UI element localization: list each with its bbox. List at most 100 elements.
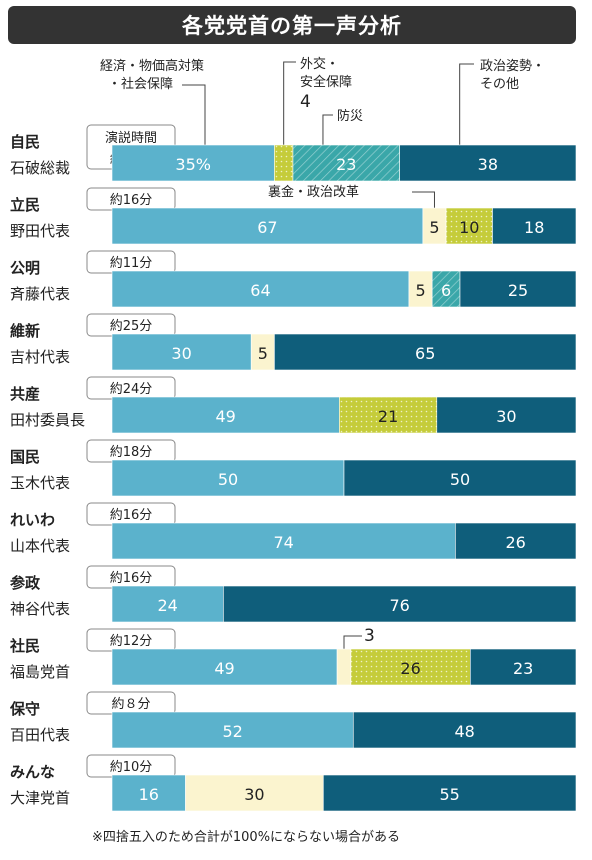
party-name-5: 国民	[10, 448, 40, 466]
bar-label-4-politics_other: 30	[496, 407, 516, 426]
legend-scandal: 裏金・政治改革	[268, 184, 359, 200]
bar-label-0-economy: 35%	[175, 155, 211, 174]
bar-segment-1-politics_other	[492, 207, 577, 245]
bar-segment-5-economy	[111, 459, 345, 497]
bar-segment-8-politics_other	[470, 648, 577, 686]
legend-politics-leader	[459, 63, 474, 145]
rows-layer: 自民石破総裁演説時間約18分35%2338立民野田代表約16分6751018公明…	[9, 124, 577, 812]
party-name-4: 共産	[10, 385, 40, 403]
bar-segment-4-economy	[111, 396, 340, 434]
legend-foreign-leader	[283, 61, 296, 145]
legend-scandal-leader	[412, 191, 435, 208]
bar-segment-4-politics_other	[436, 396, 577, 434]
bar-label-4-economy: 49	[216, 407, 236, 426]
bar-segment-0-foreign_security	[274, 144, 294, 182]
bar-segment-6-politics_other	[455, 522, 577, 560]
bar-label-8-foreign_security: 26	[400, 659, 420, 678]
speech-time-header: 演説時間	[105, 130, 157, 146]
bar-label-1-scandal_reform: 5	[429, 218, 439, 237]
bar-label-3-scandal_reform: 5	[258, 344, 268, 363]
bar-segment-5-politics_other	[343, 459, 577, 497]
bar-label-6-politics_other: 26	[506, 533, 526, 552]
bar-segment-2-politics_other	[459, 270, 577, 308]
legend-disaster: 防災	[337, 108, 363, 124]
bar-label-1-foreign_security: 10	[459, 218, 479, 237]
bar-label-2-scandal_reform: 5	[415, 281, 425, 300]
party-name-2: 公明	[10, 259, 40, 277]
bar-label-5-politics_other: 50	[450, 470, 470, 489]
speech-time-6: 約16分	[110, 508, 153, 523]
speech-time-9: 約８分	[111, 697, 150, 712]
bar-segment-10-scandal_reform	[185, 774, 324, 812]
speech-time-5: 約18分	[110, 445, 153, 460]
leader-name-0: 石破総裁	[10, 159, 70, 177]
party-name-3: 維新	[10, 322, 40, 340]
bar-label-9-economy: 52	[222, 722, 242, 741]
bar-segment-2-economy	[111, 270, 410, 308]
bar-segment-9-politics_other	[352, 711, 577, 749]
speech-time-7: 約16分	[110, 571, 153, 586]
bar-segment-4-foreign_security	[339, 396, 438, 434]
bar-label-7-politics_other: 76	[390, 596, 410, 615]
callout-shamin-leader	[343, 635, 362, 649]
bar-segment-10-politics_other	[323, 774, 577, 812]
bar-label-8-politics_other: 23	[513, 659, 533, 678]
bar-label-8-economy: 49	[214, 659, 234, 678]
bar-label-1-politics_other: 18	[524, 218, 544, 237]
bar-label-2-politics_other: 25	[508, 281, 528, 300]
bar-label-2-economy: 64	[250, 281, 270, 300]
legend-disaster-leader	[322, 114, 333, 145]
bar-segment-2-disaster	[431, 270, 461, 308]
bar-segment-10-economy	[111, 774, 186, 812]
bar-segment-3-economy	[111, 333, 252, 371]
bar-segment-9-economy	[111, 711, 354, 749]
bar-segment-3-politics_other	[274, 333, 577, 371]
bar-segment-0-disaster	[292, 144, 400, 182]
bar-label-10-economy: 16	[139, 785, 159, 804]
party-name-7: 参政	[10, 574, 41, 592]
leader-name-6: 山本代表	[10, 537, 70, 555]
legend-economy-line1: 経済・物価高対策	[100, 58, 204, 74]
speech-time-10: 約10分	[110, 760, 153, 775]
speech-time-8: 約12分	[110, 634, 153, 649]
bar-segment-6-economy	[111, 522, 456, 560]
bar-segment-0-economy	[111, 144, 275, 182]
leader-name-1: 野田代表	[10, 222, 70, 240]
leader-name-4: 田村委員長	[10, 411, 85, 429]
bar-label-2-disaster: 6	[441, 281, 451, 300]
title-bar: 各党党首の第一声分析	[8, 6, 576, 44]
leader-name-3: 吉村代表	[10, 348, 70, 366]
bar-segment-1-economy	[111, 207, 424, 245]
bar-segment-1-foreign_security	[445, 207, 493, 245]
speech-time-2: 約11分	[110, 256, 153, 271]
party-name-10: みんな	[10, 763, 55, 781]
speech-time-3: 約25分	[110, 319, 153, 334]
party-name-6: れいわ	[10, 511, 55, 529]
bar-label-9-politics_other: 48	[454, 722, 474, 741]
bar-label-3-politics_other: 65	[415, 344, 435, 363]
legend-economy-leader	[182, 84, 206, 145]
callout-shamin-3: 3	[364, 626, 375, 646]
speech-time-4: 約24分	[110, 382, 153, 397]
bar-segment-8-scandal_reform	[336, 648, 352, 686]
leader-name-5: 玉木代表	[10, 474, 70, 492]
bar-segment-8-economy	[111, 648, 338, 686]
leader-name-7: 神谷代表	[10, 600, 70, 618]
bar-label-10-scandal_reform: 30	[244, 785, 264, 804]
legend-foreign-line1: 外交・	[300, 56, 339, 72]
bar-segment-0-politics_other	[399, 144, 577, 182]
bar-label-0-disaster: 23	[336, 155, 356, 174]
legend-foreign-value: 4	[300, 92, 311, 112]
leader-name-8: 福島党首	[10, 663, 70, 681]
leader-name-2: 斉藤代表	[10, 285, 70, 303]
legend-politics-line1: 政治姿勢・	[480, 58, 545, 74]
party-name-9: 保守	[9, 700, 40, 718]
bar-label-6-economy: 74	[274, 533, 294, 552]
bar-label-4-foreign_security: 21	[378, 407, 398, 426]
bar-segment-8-foreign_security	[350, 648, 471, 686]
legend-foreign-line2: 安全保障	[300, 74, 352, 90]
bar-label-10-politics_other: 55	[439, 785, 459, 804]
leader-name-10: 大津党首	[10, 789, 70, 807]
